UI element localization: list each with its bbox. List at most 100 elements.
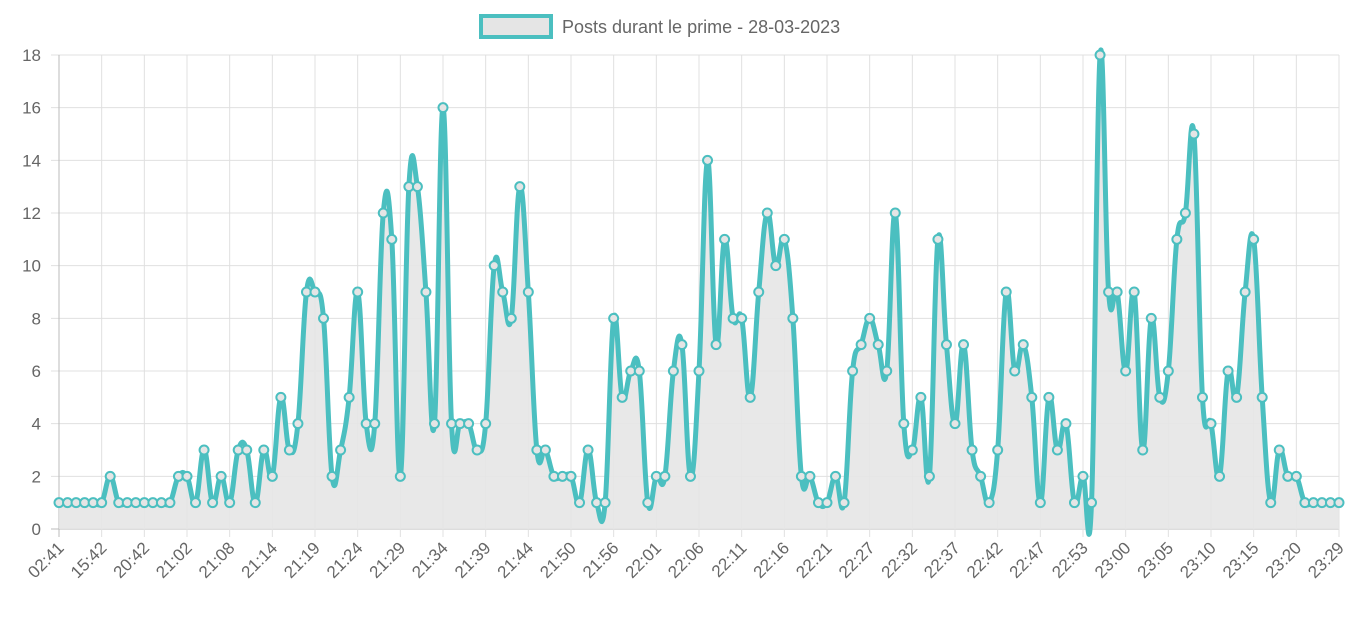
x-tick-label: 15:42 [67,538,111,582]
x-tick-label: 02:41 [24,538,68,582]
x-tick-label: 23:20 [1262,538,1306,582]
data-point [940,339,952,351]
data-point [377,207,389,219]
x-tick-label: 21:39 [451,538,495,582]
data-point [207,497,219,509]
data-point [343,391,355,403]
data-point [539,444,551,456]
data-point [1179,207,1191,219]
data-point [283,444,295,456]
data-point [1086,497,1098,509]
data-point [266,470,278,482]
data-point [437,102,449,114]
x-tick-label: 22:53 [1048,538,1092,582]
data-point [1026,391,1038,403]
data-point [224,497,236,509]
series-area [59,49,1339,535]
data-point [582,444,594,456]
data-point [778,233,790,245]
data-point [923,470,935,482]
data-point [949,418,961,430]
data-point [983,497,995,509]
data-point [1231,391,1243,403]
x-tick-label: 22:32 [878,538,922,582]
data-point [855,339,867,351]
data-point [830,470,842,482]
data-point [753,286,765,298]
x-tick-label: 22:42 [963,538,1007,582]
data-point [420,286,432,298]
data-point [292,418,304,430]
data-point [309,286,321,298]
data-point [1000,286,1012,298]
x-tick-label: 22:01 [622,538,666,582]
data-point [659,470,671,482]
data-point [1077,470,1089,482]
data-point [992,444,1004,456]
data-point [565,470,577,482]
x-tick-label: 22:27 [835,538,879,582]
data-point [480,418,492,430]
x-tick-label: 21:29 [366,538,410,582]
data-point [514,181,526,193]
data-point [104,470,116,482]
data-point [1017,339,1029,351]
y-tick-label: 6 [32,362,41,381]
x-tick-label: 21:19 [280,538,324,582]
y-tick-label: 4 [32,415,41,434]
data-point [702,154,714,166]
data-point [1222,365,1234,377]
data-point [394,470,406,482]
x-tick-label: 23:10 [1176,538,1220,582]
data-point [369,418,381,430]
data-point [1290,470,1302,482]
data-point [1043,391,1055,403]
data-point [864,312,876,324]
x-tick-label: 22:21 [792,538,836,582]
x-tick-label: 21:14 [238,538,282,582]
x-tick-label: 21:08 [195,538,239,582]
data-point [1145,312,1157,324]
data-point [1120,365,1132,377]
data-point [1051,444,1063,456]
legend-label: Posts durant le prime - 28-03-2023 [562,17,840,37]
data-point [1009,365,1021,377]
data-point [411,181,423,193]
data-point [215,470,227,482]
y-tick-label: 8 [32,309,41,328]
data-point [241,444,253,456]
data-point [761,207,773,219]
data-point [352,286,364,298]
x-tick-label: 21:56 [579,538,623,582]
data-point [574,497,586,509]
data-point [1128,286,1140,298]
x-tick-label: 22:11 [708,538,751,581]
data-point [736,312,748,324]
data-point [1034,497,1046,509]
legend[interactable]: Posts durant le prime - 28-03-2023 [479,14,840,39]
data-point [599,497,611,509]
data-point [958,339,970,351]
data-point [318,312,330,324]
data-point [1205,418,1217,430]
data-point [966,444,978,456]
y-tick-label: 0 [32,520,41,539]
data-point [838,497,850,509]
data-point [1068,497,1080,509]
data-point [190,497,202,509]
y-tick-label: 16 [22,99,41,118]
x-tick-label: 23:00 [1091,538,1135,582]
data-point [522,286,534,298]
y-tick-label: 18 [22,46,41,65]
data-point [872,339,884,351]
x-tick-label: 23:15 [1219,538,1263,582]
data-point [1094,49,1106,61]
data-point [616,391,628,403]
x-tick-label: 21:02 [152,538,196,582]
x-tick-label: 23:29 [1304,538,1348,582]
data-point [181,470,193,482]
data-point [275,391,287,403]
data-point [676,339,688,351]
y-tick-label: 10 [22,257,41,276]
